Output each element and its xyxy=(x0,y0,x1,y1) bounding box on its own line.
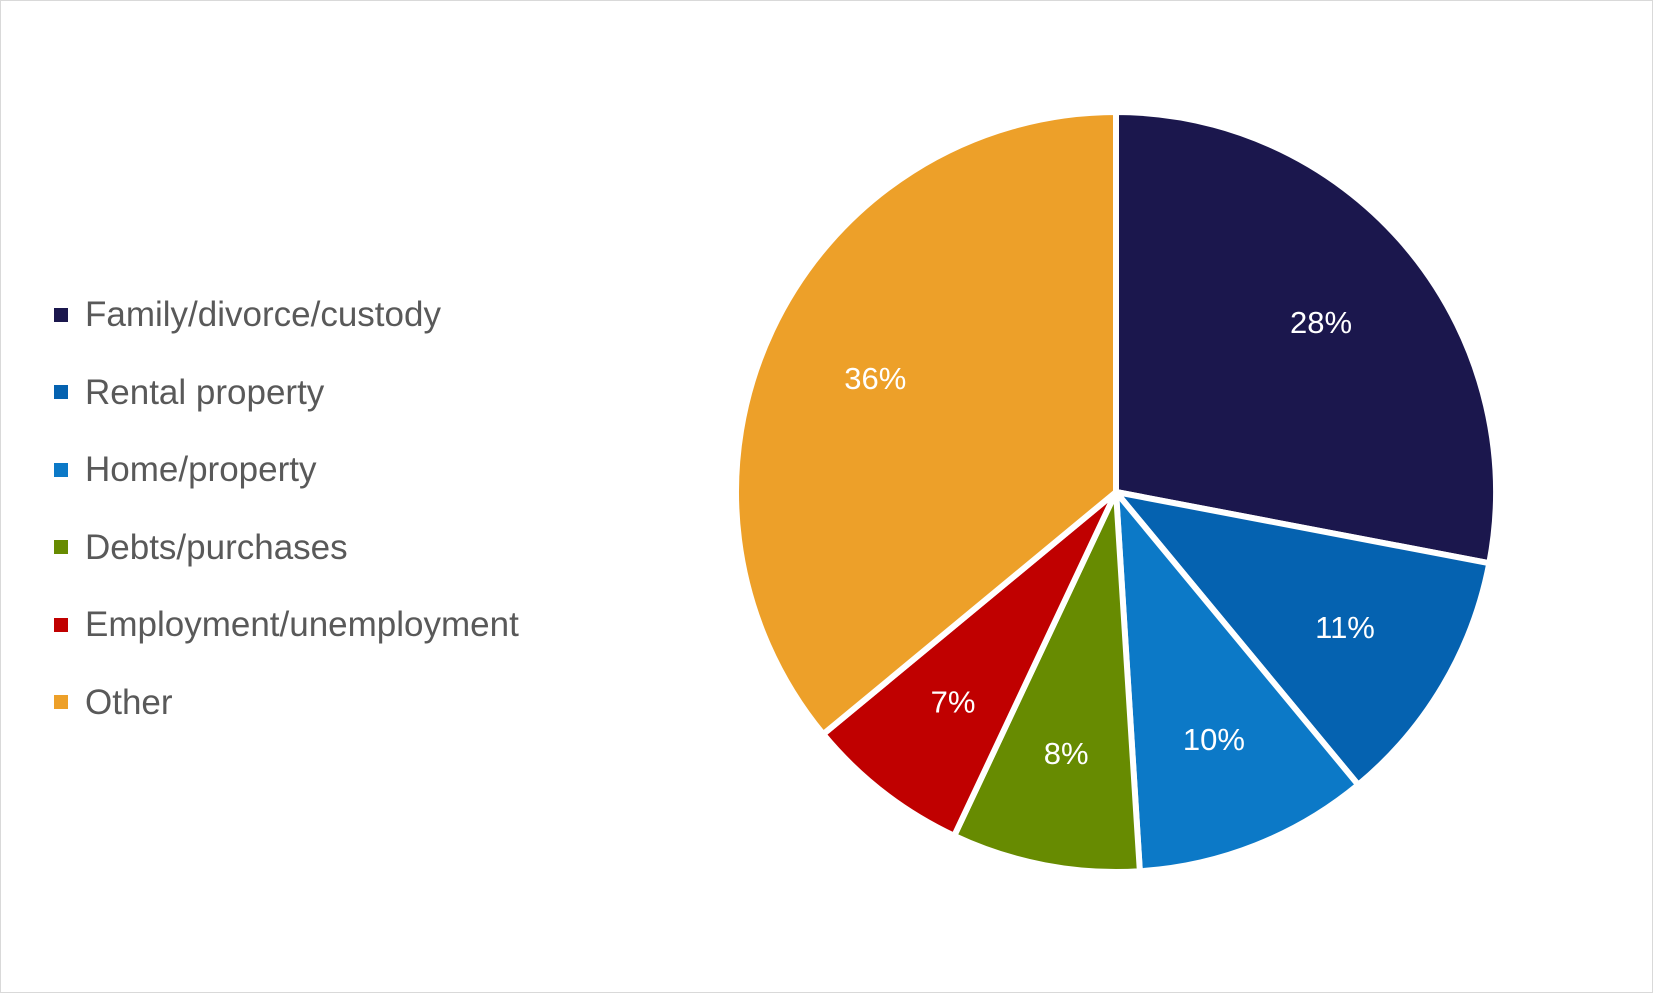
pie-slice-family-divorce-custody xyxy=(1113,109,1499,567)
data-label-other: 36% xyxy=(844,361,906,396)
pie-slice-debts-purchases xyxy=(951,489,1143,875)
legend-item-debts-purchases: Debts/purchases xyxy=(54,509,614,587)
legend-item-other: Other xyxy=(54,664,614,742)
data-label-rental-property: 11% xyxy=(1315,610,1375,645)
legend-swatch xyxy=(54,385,68,400)
legend-item-home-property: Home/property xyxy=(54,431,614,509)
legend-label: Employment/unemployment xyxy=(85,605,519,645)
legend-label: Debts/purchases xyxy=(85,527,348,567)
pie-slice-rental-property xyxy=(1113,489,1493,788)
legend-swatch xyxy=(54,462,68,477)
legend-label: Rental property xyxy=(85,372,325,412)
data-label-family-divorce-custody: 28% xyxy=(1290,305,1352,340)
legend-item-family-divorce-custody: Family/divorce/custody xyxy=(54,276,614,354)
pie-slice-other xyxy=(733,109,1119,738)
legend-swatch xyxy=(54,695,68,710)
legend-swatch xyxy=(54,617,68,632)
legend-swatch xyxy=(54,540,68,555)
legend-label: Family/divorce/custody xyxy=(85,295,441,335)
pie-slice-employment-unemployment xyxy=(820,489,1119,839)
data-label-employment-unemployment: 7% xyxy=(931,685,976,720)
legend-swatch xyxy=(54,307,68,322)
legend-item-employment-unemployment: Employment/unemployment xyxy=(54,586,614,664)
data-label-debts-purchases: 8% xyxy=(1044,736,1089,771)
legend-label: Other xyxy=(85,682,173,722)
data-label-home-property: 10% xyxy=(1183,722,1245,757)
legend-item-rental-property: Rental property xyxy=(54,354,614,432)
pie-slice-home-property xyxy=(1113,489,1362,875)
legend-label: Home/property xyxy=(85,450,317,490)
legend: Family/divorce/custody Rental property Hom… xyxy=(54,276,614,741)
